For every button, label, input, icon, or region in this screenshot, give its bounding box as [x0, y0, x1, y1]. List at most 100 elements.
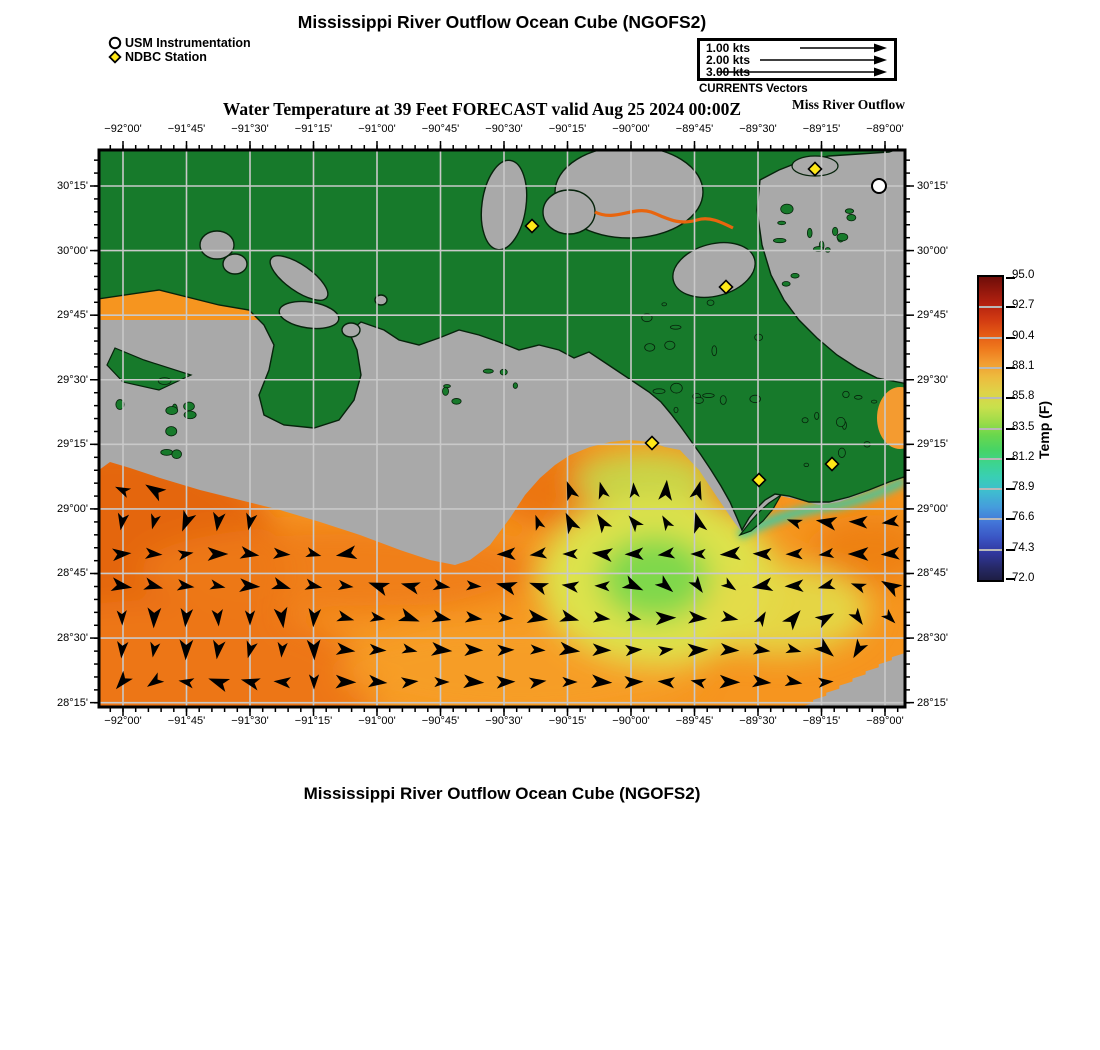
map-subtitle-right: Miss River Outflow: [792, 97, 905, 112]
x-tick-label-top: −89°30': [739, 123, 777, 135]
usm-station-marker: [871, 178, 887, 194]
y-tick-label-right: 28°45': [917, 567, 948, 580]
colorbar-tick-mark: [1006, 336, 1015, 339]
x-tick-label-bottom: −91°00': [358, 715, 396, 727]
y-tick-label-right: 28°30': [917, 632, 948, 645]
x-tick-label-top: −89°00': [866, 123, 904, 135]
y-tick-label-right: 30°15': [917, 180, 948, 192]
colorbar-tick-mark: [1006, 488, 1015, 491]
colorbar-tick-label: 81.2: [1012, 450, 1035, 463]
y-tick-label-left: 29°30': [57, 373, 88, 386]
colorbar-tick-line: [979, 306, 1002, 309]
x-tick-label-bottom: −89°30': [739, 715, 777, 727]
y-tick-label-right: 30°00': [917, 244, 948, 257]
x-tick-label-top: −91°15': [294, 123, 333, 135]
map-subtitle: Water Temperature at 39 Feet FORECAST va…: [222, 99, 742, 119]
colorbar-tick-line: [979, 457, 1002, 460]
y-tick-label-right: 29°15': [917, 438, 948, 451]
colorbar-tick-mark: [1006, 397, 1015, 400]
colorbar-tick-label: 88.1: [1012, 359, 1035, 372]
colorbar-tick-label: 76.6: [1012, 511, 1035, 524]
colorbar-tick-label: 92.7: [1012, 299, 1035, 312]
x-tick-label-bottom: −90°45': [421, 715, 460, 727]
y-tick-label-left: 29°45': [57, 309, 88, 322]
x-tick-label-bottom: −90°00': [612, 715, 650, 727]
vector-key-2kt: 2.00 kts: [706, 53, 751, 67]
y-tick-label-right: 29°00': [917, 502, 948, 515]
colorbar-tick-label: 95.0: [1012, 269, 1035, 281]
ndbc-station-marker: [524, 218, 540, 234]
colorbar-tick-label: 74.3: [1012, 541, 1035, 554]
colorbar-tick-line: [979, 397, 1002, 400]
y-tick-label-left: 28°15': [57, 696, 88, 709]
x-tick-label-top: −91°00': [358, 123, 396, 135]
page-title: Mississippi River Outflow Ocean Cube (NG…: [297, 12, 707, 32]
colorbar-tick-label: 72.0: [1012, 572, 1035, 584]
y-tick-label-left: 28°30': [57, 632, 88, 645]
colorbar-tick-line: [979, 336, 1002, 339]
x-tick-label-bottom: −90°30': [485, 715, 523, 727]
y-tick-label-left: 28°45': [57, 567, 88, 580]
y-tick-label-right: 29°30': [917, 373, 948, 386]
colorbar-tick-mark: [1006, 578, 1015, 580]
y-tick-label-right: 28°15': [917, 696, 948, 709]
ndbc-station-marker: [644, 435, 660, 451]
legend-row-ndbc: NDBC Station: [108, 50, 251, 64]
usm-circle-icon: [108, 36, 122, 50]
y-tick-label-left: 29°15': [57, 438, 88, 451]
x-tick-label-bottom: −91°15': [294, 715, 333, 727]
station-legend: USM Instrumentation NDBC Station: [108, 36, 251, 64]
vector-key-1kt: 1.00 kts: [706, 41, 751, 55]
x-tick-label-top: −91°30': [231, 123, 269, 135]
colorbar-tick-mark: [1006, 277, 1015, 279]
map-plot-area: [90, 141, 914, 716]
ndbc-station-marker: [807, 161, 823, 177]
legend-label-ndbc: NDBC Station: [125, 50, 207, 64]
colorbar-tick-mark: [1006, 427, 1015, 430]
colorbar-tick-line: [979, 548, 1002, 551]
currents-vector-key: 1.00 kts 2.00 kts 3.00 kts: [697, 38, 897, 81]
legend-row-usm: USM Instrumentation: [108, 36, 251, 50]
ndbc-diamond-icon: [108, 50, 122, 64]
colorbar-tick-mark: [1006, 548, 1015, 551]
x-tick-label-bottom: −90°15': [548, 715, 587, 727]
x-tick-label-top: −90°30': [485, 123, 523, 135]
colorbar-tick-line: [979, 518, 1002, 521]
colorbar-tick-mark: [1006, 457, 1015, 460]
bottom-title: Mississippi River Outflow Ocean Cube (NG…: [303, 784, 701, 803]
colorbar-tick-line: [979, 488, 1002, 491]
x-tick-label-bottom: −91°30': [231, 715, 269, 727]
x-tick-label-bottom: −89°15': [802, 715, 841, 727]
colorbar-tick-label: 83.5: [1012, 420, 1035, 433]
x-tick-label-top: −90°45': [421, 123, 460, 135]
y-tick-label-left: 30°00': [57, 244, 88, 257]
x-tick-label-top: −89°15': [802, 123, 841, 135]
y-tick-label-left: 29°00': [57, 502, 88, 515]
ndbc-station-marker: [718, 279, 734, 295]
x-tick-label-bottom: −91°45': [167, 715, 206, 727]
x-tick-label-top: −91°45': [167, 123, 206, 135]
map-figure: [90, 141, 914, 716]
ndbc-station-marker: [824, 456, 840, 472]
vector-key-arrows: [718, 43, 887, 77]
x-tick-label-top: −92°00': [104, 123, 142, 135]
x-tick-label-bottom: −92°00': [104, 715, 142, 727]
x-tick-label-bottom: −89°00': [866, 715, 904, 727]
ndbc-station-marker: [751, 472, 767, 488]
x-tick-label-bottom: −89°45': [675, 715, 714, 727]
colorbar-tick-label: 90.4: [1012, 329, 1035, 342]
x-tick-label-top: −89°45': [675, 123, 714, 135]
colorbar-tick-label: 78.9: [1012, 481, 1035, 494]
colorbar-tick-label: 85.8: [1012, 390, 1035, 403]
legend-label-usm: USM Instrumentation: [125, 36, 251, 50]
y-tick-label-right: 29°45': [917, 309, 948, 322]
temperature-colorbar: [977, 275, 1015, 582]
vector-key-caption: CURRENTS Vectors: [699, 83, 808, 95]
colorbar-tick-mark: [1006, 306, 1015, 309]
y-tick-label-left: 30°15': [57, 180, 88, 192]
x-tick-label-top: −90°00': [612, 123, 650, 135]
colorbar-tick-mark: [1006, 366, 1015, 369]
colorbar-tick-line: [979, 366, 1002, 369]
colorbar-tick-mark: [1006, 518, 1015, 521]
